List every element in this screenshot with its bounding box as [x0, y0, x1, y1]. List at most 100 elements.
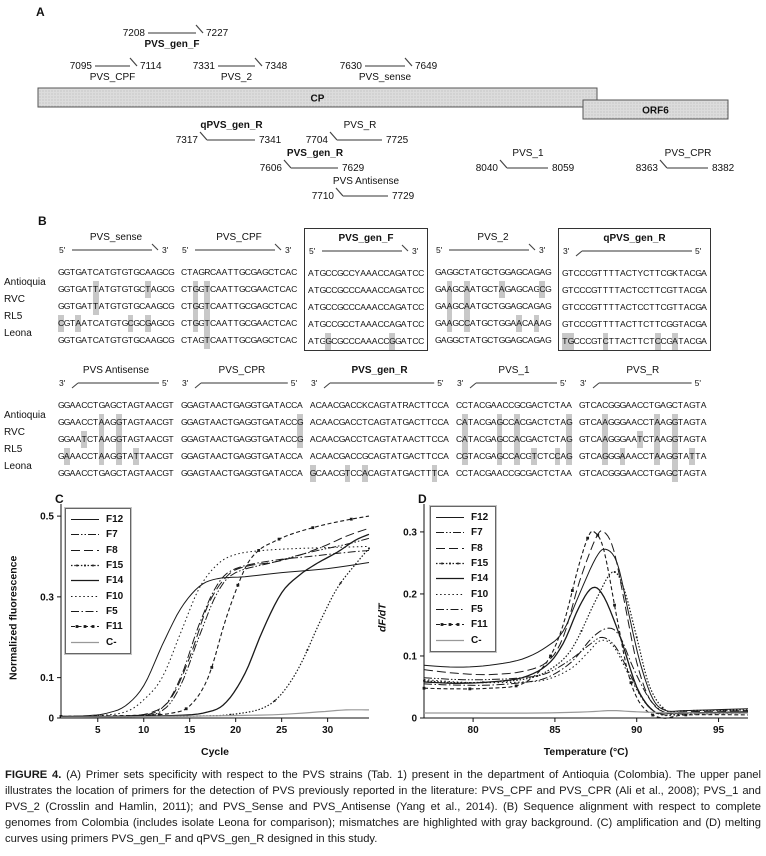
five-prime-label: 5': [560, 378, 567, 388]
primer-column-pvs-gen-r: PVS_gen_R 3' 5' ACAACGACCKCAGTATRACTTCCA ACA…: [309, 361, 449, 482]
legend-label: F11: [106, 621, 123, 633]
primer-start-pos: 7317: [176, 135, 199, 146]
legend-line-sample: [436, 562, 464, 565]
legend-label: F12: [106, 514, 124, 526]
series-f5: [423, 627, 749, 715]
legend-item: F14: [435, 571, 488, 586]
legend-label: F14: [471, 573, 489, 585]
legend-line-sample: [71, 595, 99, 597]
sequence: ACAACGACCTCAGTATGACTTCCA: [309, 417, 449, 427]
sequence: CCTACGAACCGCGACTCTAA: [455, 400, 572, 410]
legend-label: F12: [471, 512, 489, 524]
sequence: TGCCCGTCTTACTTCTCCGATACGA: [562, 331, 707, 350]
primer-end-pos: 7649: [415, 61, 438, 72]
figure-caption-label: FIGURE 4.: [5, 769, 62, 781]
sequence: GGTGATCATGTGTGCAAGCG: [58, 335, 175, 345]
three-prime-label: 3': [285, 245, 292, 255]
legend-item: F10: [435, 586, 488, 601]
x-tick-label: 20: [230, 725, 242, 736]
sequence: CTGGTCAATTGCGAACTCAC: [181, 279, 297, 298]
sequence: GAAGCAATGCTAGAGCAGCG: [435, 279, 552, 298]
primer-start-pos: 7704: [306, 135, 329, 146]
gene-bar-cp: [37, 87, 598, 108]
y-tick-label: 0.1: [403, 651, 417, 662]
strain-label: RL5: [4, 311, 23, 322]
primer-end-pos: 7725: [386, 135, 409, 146]
legend-item: F7: [70, 527, 123, 542]
series-f12: [423, 548, 749, 712]
y-tick-label: 0: [411, 714, 417, 725]
alignment-row-upper: Antioquia RVC RL5 Leona PVS_sense 5' 3' GGTGATC…: [4, 228, 766, 351]
sequence: GGAACCTGAGCTAGTAACGT: [58, 400, 174, 410]
primer-column-pvs-cpf: PVS_CPF 5' 3' CTAGRCAATTGCGAGCTCAC CTGGTCAAT…: [181, 228, 297, 349]
sequence: GGTGATCATGTGTGCAAGCG: [58, 267, 175, 277]
x-axis-label: Temperature (°C): [543, 746, 629, 758]
primer-arrow-header: PVS_CPR 3' 5': [182, 365, 298, 389]
primer-end-pos: 8382: [712, 163, 735, 174]
three-prime-label: 3': [162, 245, 169, 255]
sequence: GAAACCTAAGGTATTAACGT: [58, 446, 174, 465]
sequence: CGTACGAGCCACGTCTCCAG: [456, 446, 573, 465]
five-prime-label: 5': [436, 245, 443, 255]
sequence: GTCCCGTTTTACTTCTTCGGTACGA: [562, 319, 707, 329]
legend-line-sample: [436, 578, 464, 580]
x-axis-label: Cycle: [200, 746, 230, 758]
series-f11: [60, 515, 370, 717]
sequence: GGAGTAACTGAGGTGATACCA: [181, 468, 303, 478]
primer-start-pos: 8363: [636, 163, 659, 174]
column-primer-name: PVS_CPR: [219, 365, 266, 376]
sequence: GGTGATTATGTGTGCTAGCG: [58, 279, 175, 298]
column-primer-name: PVS_gen_F: [338, 233, 393, 244]
three-prime-label: 3': [563, 246, 570, 256]
legend-line-sample: [436, 517, 464, 519]
y-axis-label: Normalized fluorescence: [7, 555, 20, 681]
strain-label: RVC: [4, 427, 25, 438]
legend-label: F7: [106, 529, 118, 541]
sequence: ACAACGACCTCAGTATAACTTCCA: [309, 434, 449, 444]
legend-line-sample: [71, 610, 99, 612]
sequence: GTCCCGTTTTACTCCTTCGTTACGA: [562, 285, 707, 295]
legend-item: F15: [70, 558, 123, 573]
sequence: CTGGTCAATTGCGAACTCAC: [181, 313, 297, 332]
primer-label: PVS_2: [221, 72, 253, 83]
legend-item: F7: [435, 525, 488, 540]
series-f12: [60, 562, 370, 717]
primer-end-pos: 8059: [552, 163, 575, 174]
primer-arrow-header: PVS_gen_R 3' 5': [311, 365, 444, 389]
sequence: GAGGCTATGCTGGAGCAGAG: [435, 267, 552, 277]
legend-item: F14: [70, 573, 123, 588]
gene-label-orf6: ORF6: [642, 106, 669, 117]
primer-arrow-header: PVS_gen_F 5' 3': [309, 233, 419, 256]
strain-label: Antioquia: [4, 277, 46, 288]
legend-item: F11: [70, 619, 123, 634]
legend-line-sample: [436, 593, 464, 595]
y-axis-label: dF/dT: [376, 603, 389, 633]
y-tick-label: 0.3: [40, 592, 54, 603]
primer-arrow-header: PVS_sense 5' 3': [59, 232, 169, 255]
primer-end-pos: 7341: [259, 135, 282, 146]
legend-item: C-: [435, 632, 488, 647]
figure-caption: FIGURE 4. (A) Primer sets specificity wi…: [5, 768, 761, 848]
sequence: GTCACGGGAACCTGAGCTAGTA: [578, 400, 707, 410]
strain-label: [4, 390, 58, 407]
gene-bar-orf6: [582, 99, 729, 120]
sequence: GAAGCCATGCTGGAACAAAG: [435, 313, 552, 332]
sequence: GTCAGGGAAACCTAAGGTATTA: [579, 446, 707, 465]
three-prime-label: 3': [59, 378, 66, 388]
primer-start-pos: 8040: [476, 163, 499, 174]
series-c-: [60, 709, 369, 718]
three-prime-label: 3': [580, 378, 587, 388]
five-prime-label: 5': [695, 378, 702, 388]
primer-label: PVS_sense: [359, 72, 412, 83]
sequence: ACAACGACCKCAGTATRACTTCCA: [309, 400, 449, 410]
legend-item: F5: [70, 604, 123, 619]
column-primer-name: PVS_gen_R: [351, 365, 408, 376]
column-primer-name: PVS_1: [498, 365, 530, 376]
sequence: GAGGCTATGCTGGAGCAGAG: [435, 335, 552, 345]
legend-line-sample: [436, 639, 464, 641]
legend-item: F10: [70, 588, 123, 603]
legend-line-sample: [71, 625, 99, 629]
legend-label: C-: [106, 636, 117, 648]
panel-a-diagram: A CP ORF6 7208 7227 PVS_gen_F 7095 7114 PVS_CPF 7…: [36, 5, 735, 202]
sequence: ATGCCGCCCAAACCAGATCC: [308, 285, 425, 295]
